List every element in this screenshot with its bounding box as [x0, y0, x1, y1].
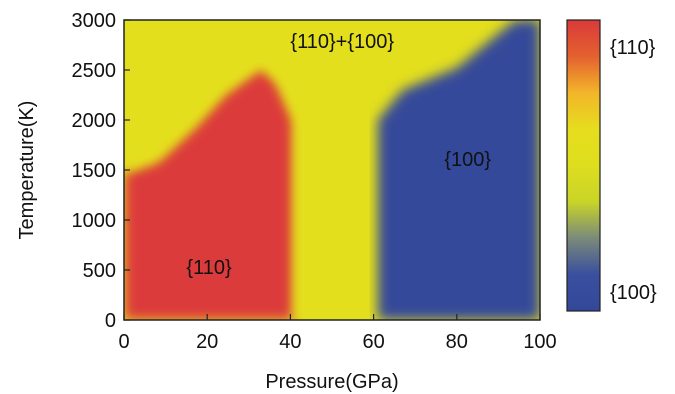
y-tick-label: 2500	[72, 60, 117, 82]
colorbar-scale	[566, 19, 601, 312]
phase-region-3	[377, 20, 540, 320]
region-label-3: {100}	[444, 149, 491, 171]
y-tick-label: 1500	[72, 160, 117, 182]
x-tick-label: 100	[523, 331, 556, 353]
x-tick-label: 40	[279, 331, 301, 353]
x-axis-label: Pressure(GPa)	[265, 371, 398, 393]
x-axis-ticks: 0 20 40 60 80 100	[118, 314, 557, 353]
region-labels: {110} {110}+{100} {100}	[186, 31, 491, 279]
x-tick-label: 0	[118, 331, 129, 353]
colorbar-bottom-label: {100}	[610, 282, 657, 304]
y-axis-label: Temperature(K)	[16, 101, 38, 240]
region-label-1: {110}	[186, 257, 232, 279]
phase-region-2	[124, 20, 515, 320]
x-tick-label: 60	[362, 331, 384, 353]
y-tick-label: 1000	[72, 210, 117, 232]
x-tick-label: 80	[446, 331, 468, 353]
colorbar-top-label: {110}	[610, 37, 656, 59]
region-label-2: {110}+{100}	[290, 31, 394, 53]
phase-region-1	[124, 66, 295, 320]
y-tick-label: 3000	[72, 10, 117, 32]
y-tick-label: 0	[105, 310, 116, 332]
heatmap-plot-area	[123, 19, 541, 321]
y-tick-label: 500	[83, 260, 116, 282]
y-tick-label: 2000	[72, 110, 117, 132]
phase-regions	[124, 20, 540, 320]
y-axis-ticks: 0 500 1000 1500 2000 2500 3000	[72, 10, 130, 332]
colorbar: {110} {100}	[566, 19, 657, 312]
x-tick-label: 20	[196, 331, 218, 353]
